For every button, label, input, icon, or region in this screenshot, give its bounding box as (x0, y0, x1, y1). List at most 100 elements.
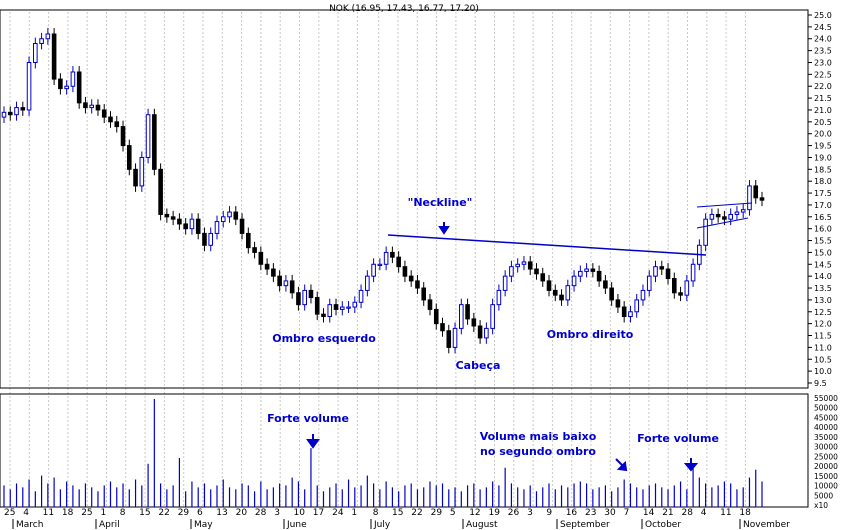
candle-body (139, 156, 145, 187)
price-tick-label: 14.5 (814, 260, 832, 269)
day-label: 29 (431, 508, 443, 518)
volume-tick-label: 35000 (814, 433, 838, 442)
candle-body (496, 289, 502, 306)
candle-body (471, 318, 477, 327)
candle-body (408, 275, 414, 282)
candle-body (621, 306, 627, 318)
day-label: 20 (236, 508, 248, 518)
candle-body (296, 292, 301, 306)
candle-body (7, 111, 13, 116)
price-tick-label: 19.0 (814, 153, 832, 162)
day-label: 7 (624, 508, 630, 518)
volume-tick-label: 55000 (814, 394, 838, 403)
candle-body (352, 301, 358, 308)
day-label: 12 (469, 508, 480, 518)
price-tick-label: 17.5 (814, 189, 832, 198)
day-label: 25 (4, 508, 15, 518)
candle-body (402, 266, 408, 277)
price-axis: 25.0 24.5 24.0 23.5 23.0 22.5 22.0 21.5 21.0 20.5… (808, 11, 832, 388)
price-tick-label: 21.5 (814, 94, 832, 103)
day-label: 25 (81, 508, 92, 518)
candle-body (390, 251, 395, 258)
candle-body (671, 278, 677, 294)
candle-body (584, 268, 589, 272)
left-shoulder-label: Ombro esquerdo (272, 332, 376, 345)
candle-body (521, 261, 527, 265)
candle-body (433, 308, 439, 325)
candle-body (722, 216, 727, 220)
candle-body (628, 311, 633, 318)
month-label: June (286, 520, 307, 530)
neckline-label: "Neckline" (408, 196, 473, 209)
candle-body (346, 306, 351, 309)
candle-body (114, 121, 120, 128)
price-tick-label: 22.5 (814, 70, 832, 79)
price-tick-label: 13.0 (814, 296, 832, 305)
candle-body (101, 109, 107, 118)
month-label: April (99, 520, 120, 530)
price-tick-label: 23.5 (814, 47, 832, 56)
candle-body (377, 263, 383, 266)
strong-volume-label-2: Forte volume (637, 432, 719, 445)
day-label: 14 (643, 508, 655, 518)
price-tick-label: 25.0 (814, 11, 832, 20)
candle-body (164, 213, 170, 218)
lower-volume-label-line2: no segundo ombro (480, 445, 596, 458)
candle-body (571, 275, 577, 287)
x-axis-day-labels: 25 4 11 18 25 1 8 15 22 29 6 13 20 28 3 10 17 24 1 8 15 22 29 5… (4, 508, 751, 518)
candle-body (133, 168, 138, 187)
x-axis-month-labels: March April May June July August September Octo… (12, 519, 790, 530)
day-label: 1 (101, 508, 107, 518)
candle-body (396, 256, 401, 268)
candle-body (264, 263, 270, 270)
flag-lower-line (696, 217, 749, 229)
price-plot-frame (0, 9, 809, 389)
candle-body (728, 213, 733, 220)
day-label: 21 (662, 508, 673, 518)
candle-body (45, 33, 51, 40)
candle-body (214, 221, 220, 234)
candle-body (415, 280, 420, 289)
day-label: 28 (682, 508, 694, 518)
candle-body (421, 287, 427, 301)
candle-body (51, 33, 57, 80)
candle-body (596, 270, 602, 282)
candle-body (715, 213, 721, 218)
price-tick-label: 9.5 (814, 379, 827, 388)
candle-body (740, 209, 746, 213)
chart-title: NOK (16.95, 17.43, 16.77, 17.20) (329, 4, 479, 14)
day-label: 8 (373, 508, 379, 518)
price-tick-label: 16.5 (814, 213, 832, 222)
price-tick-label: 24.5 (814, 23, 832, 32)
candle-body (603, 280, 608, 289)
day-label: 19 (489, 508, 501, 518)
day-label: 4 (701, 508, 707, 518)
candle-body (465, 304, 470, 320)
price-tick-label: 22.0 (814, 82, 832, 91)
price-tick-label: 10.5 (814, 355, 832, 364)
candle-body (220, 216, 226, 223)
candle-body (477, 325, 483, 339)
candle-body (684, 280, 690, 296)
price-tick-label: 10.0 (814, 367, 832, 376)
price-tick-label: 15.0 (814, 248, 832, 257)
volume-bars (3, 399, 763, 507)
day-label: 4 (23, 508, 29, 518)
candle-body (246, 232, 251, 249)
candle-body (58, 78, 63, 90)
price-tick-label: 11.5 (814, 332, 832, 341)
day-label: 22 (411, 508, 422, 518)
candle-body (239, 218, 245, 234)
volume-plot-frame (0, 393, 809, 508)
candle-body (759, 197, 765, 201)
volume-axis: 5500050000450004000035000300002500020000… (814, 394, 838, 510)
candle-body (653, 266, 658, 277)
price-tick-label: 19.5 (814, 142, 832, 151)
candle-body (559, 294, 564, 301)
month-label: October (645, 520, 681, 530)
day-label: 15 (392, 508, 403, 518)
candle-body (484, 327, 489, 339)
candle-body (33, 42, 38, 63)
day-label: 10 (294, 508, 306, 518)
candle-body (126, 145, 132, 170)
